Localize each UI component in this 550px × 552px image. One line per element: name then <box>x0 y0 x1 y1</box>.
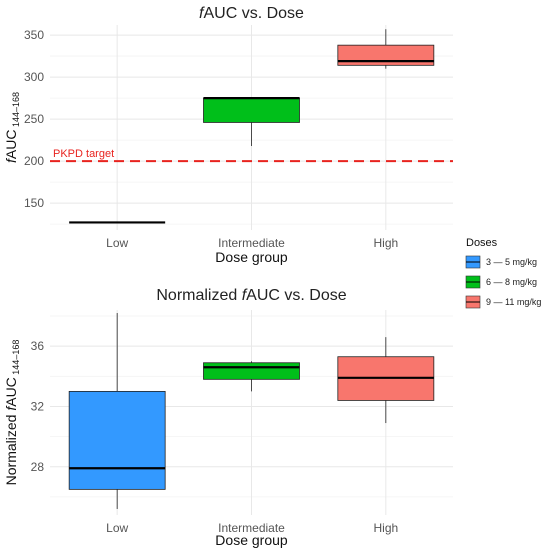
box-intermediate <box>203 361 300 392</box>
bottom-chart-panel: 28 32 36 Low Intermediate High Normalized fAUC… <box>3 287 453 548</box>
y-axis-title: Normalized fAUC 144–168 <box>3 340 21 486</box>
x-tick-label: Intermediate <box>218 236 285 250</box>
x-tick-label: Intermediate <box>218 521 285 535</box>
box-iqr <box>68 390 166 490</box>
x-tick-label: Low <box>106 521 128 535</box>
box-high <box>337 29 435 69</box>
y-tick-label: 150 <box>24 196 44 210</box>
pkpd-target-label: PKPD target <box>53 148 114 160</box>
y-tick-label: 250 <box>24 112 44 126</box>
box-iqr <box>203 362 300 380</box>
legend-item: 6 — 8 mg/kg <box>465 275 537 289</box>
x-axis-title: Dose group <box>215 249 288 265</box>
chart-title: Normalized fAUC vs. Dose <box>156 287 346 304</box>
legend-label: 9 — 11 mg/kg <box>486 297 541 307</box>
box-high <box>337 337 435 424</box>
x-tick-label: High <box>373 236 398 250</box>
doses-legend: Doses 3 — 5 mg/kg 6 — 8 mg/kg 9 — 11 mg/kg <box>465 237 541 309</box>
box-intermediate <box>203 96 300 146</box>
legend-item: 9 — 11 mg/kg <box>465 295 541 309</box>
y-tick-label: 200 <box>24 154 44 168</box>
y-tick-label: 32 <box>31 399 45 413</box>
legend-label: 6 — 8 mg/kg <box>486 277 537 287</box>
y-tick-label: 350 <box>24 28 44 42</box>
legend-title: Doses <box>466 237 498 249</box>
x-tick-label: High <box>373 521 398 535</box>
y-tick-label: 28 <box>31 460 45 474</box>
box-iqr <box>203 97 300 123</box>
box-low <box>68 313 166 509</box>
legend-label: 3 — 5 mg/kg <box>486 257 537 267</box>
y-tick-label: 300 <box>24 70 44 84</box>
x-tick-label: Low <box>106 236 128 250</box>
box-iqr <box>337 44 435 66</box>
y-tick-label: 36 <box>31 339 45 353</box>
top-chart-panel: 150 200 250 300 350 Low Intermediate High PKPD t… <box>3 5 453 265</box>
x-axis-title: Dose group <box>215 532 288 548</box>
legend-item: 3 — 5 mg/kg <box>465 255 537 269</box>
chart-title: fAUC vs. Dose <box>199 5 304 22</box>
y-axis-title: fAUC 144–168 <box>3 92 21 163</box>
